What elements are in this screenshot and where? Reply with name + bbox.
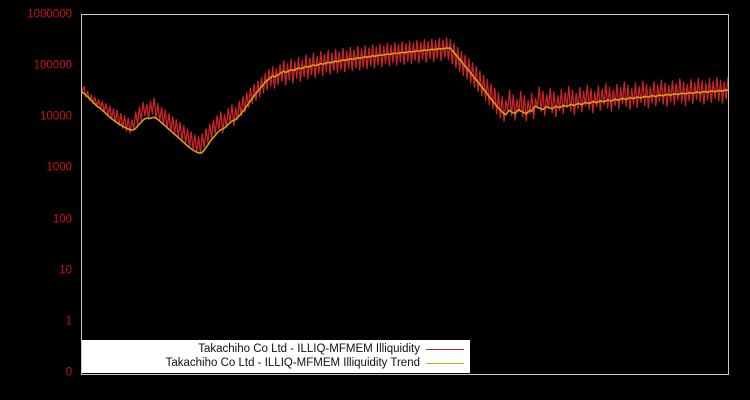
y-tick-label-100: 100	[52, 212, 72, 225]
y-tick-label-0: 0	[65, 366, 72, 379]
legend-label-illiquidity: Takachiho Co Ltd - ILLIQ-MFMEM Illiquidi…	[198, 342, 420, 355]
y-tick-label-100000: 100000	[33, 59, 72, 72]
legend-entry-illiquidity[interactable]: Takachiho Co Ltd - ILLIQ-MFMEM Illiquidi…	[82, 342, 470, 357]
series-line-illiquidity	[82, 37, 728, 154]
series-line-illiquidity-trend	[82, 47, 728, 155]
y-tick-label-1000000: 1000000	[27, 8, 72, 21]
y-tick-label-1000: 1000	[46, 161, 72, 174]
legend-color-swatch-illiquidity	[426, 349, 464, 350]
y-tick-label-10: 10	[59, 263, 72, 276]
y-axis-tick-labels: 1000000 100000 10000 1000 100 10 1 0	[0, 0, 76, 400]
y-tick-label-10000: 10000	[40, 110, 72, 123]
series-layer	[82, 37, 728, 155]
legend-entry-illiquidity-trend[interactable]: Takachiho Co Ltd - ILLIQ-MFMEM Illiquidi…	[82, 356, 470, 371]
legend[interactable]: Takachiho Co Ltd - ILLIQ-MFMEM Illiquidi…	[82, 340, 470, 373]
y-tick-label-1: 1	[65, 315, 72, 328]
legend-color-swatch-illiquidity-trend	[426, 363, 464, 364]
plot-area	[81, 14, 729, 375]
legend-label-illiquidity-trend: Takachiho Co Ltd - ILLIQ-MFMEM Illiquidi…	[165, 356, 420, 369]
